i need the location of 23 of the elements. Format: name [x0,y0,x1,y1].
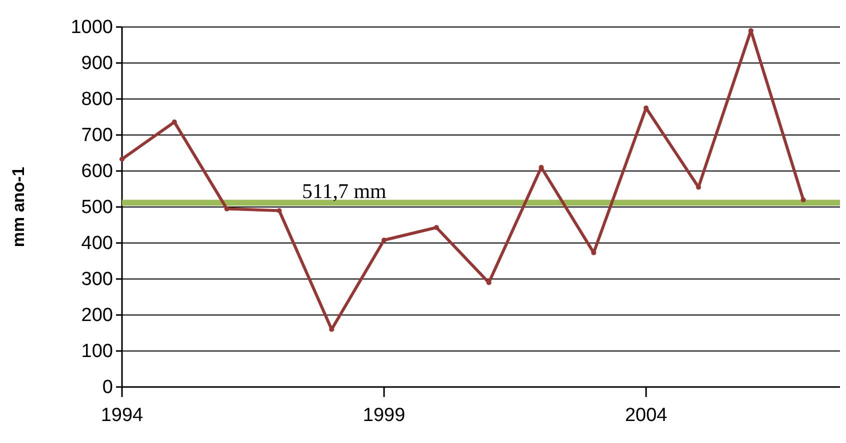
x-tick-label: 1994 [100,404,144,426]
y-tick-label: 700 [81,125,113,146]
y-tick-label: 1000 [70,17,113,38]
y-tick-label: 0 [102,377,113,398]
point [172,120,177,125]
y-tick-label: 300 [81,269,113,290]
x-tick-label: 1999 [362,404,406,426]
y-tick-label: 600 [81,161,113,182]
point [224,206,230,212]
y-tick-label: 100 [81,341,113,362]
x-tick-label: 2004 [624,404,668,426]
ref-line-label: 511,7 mm [302,178,386,203]
point [119,156,125,162]
y-tick-label: 200 [81,305,113,326]
y-tick-label: 400 [81,233,113,254]
point [800,197,806,202]
y-tick-label: 800 [81,89,113,110]
y-axis-title: mm ano-1 [9,166,28,248]
point [276,208,282,214]
point [434,225,439,230]
y-tick-label: 900 [81,53,113,74]
y-tick-label: 500 [81,197,113,218]
point [382,238,387,243]
